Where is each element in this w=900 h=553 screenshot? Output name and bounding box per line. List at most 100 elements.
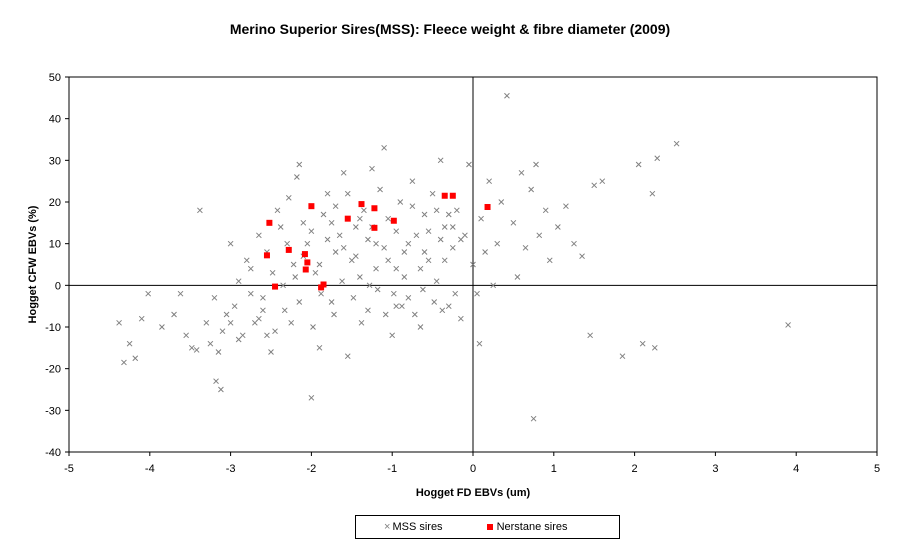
nerstane-point: [263, 252, 270, 259]
mss-point: [377, 186, 383, 193]
mss-point: [264, 332, 270, 339]
mss-point: [188, 344, 195, 351]
mss-point: [344, 353, 351, 360]
mss-point: [486, 178, 493, 185]
mss-point: [563, 203, 569, 210]
nerstane-point: [484, 204, 491, 210]
mss-point: [235, 336, 242, 343]
mss-point: [373, 240, 379, 247]
y-tick-label: 0: [55, 280, 61, 292]
x-tick-label: 5: [874, 463, 880, 475]
mss-point: [385, 215, 392, 222]
mss-point: [352, 224, 359, 230]
mss-point: [304, 240, 311, 247]
mss-point: [413, 232, 420, 239]
mss-point: [452, 290, 459, 297]
mss-point: [494, 240, 501, 247]
mss-point: [417, 324, 424, 330]
mss-point: [308, 228, 315, 235]
mss-point: [399, 303, 405, 310]
x-marker-icon: ×: [384, 521, 391, 533]
mss-point: [132, 355, 139, 362]
mss-point: [290, 261, 297, 268]
mss-point: [300, 219, 307, 226]
mss-point: [389, 332, 396, 339]
mss-point: [292, 274, 299, 280]
mss-point: [445, 211, 452, 218]
mss-point: [260, 294, 266, 301]
mss-point: [482, 249, 488, 255]
x-tick-label: 1: [551, 463, 557, 475]
nerstane-point: [302, 266, 309, 273]
mss-point: [374, 286, 381, 293]
legend: × MSS sires Nerstane sires: [355, 515, 620, 539]
mss-point: [332, 203, 339, 210]
mss-point: [215, 349, 222, 355]
mss-point: [393, 265, 400, 272]
mss-point: [382, 311, 389, 318]
nerstane-point: [371, 205, 378, 212]
mss-point: [361, 207, 367, 214]
mss-point: [411, 311, 418, 318]
mss-point: [218, 386, 224, 393]
mss-point: [332, 249, 339, 255]
mss-point: [331, 311, 337, 318]
mss-point: [339, 278, 345, 285]
mss-point: [193, 347, 200, 353]
mss-point: [466, 161, 472, 168]
mss-point: [324, 236, 331, 243]
legend-label-mss: MSS sires: [392, 521, 443, 533]
mss-point: [433, 207, 440, 214]
nerstane-point: [358, 201, 365, 208]
mss-point: [207, 340, 214, 347]
mss-point: [385, 257, 392, 264]
mss-point: [453, 207, 460, 214]
mss-point: [533, 161, 539, 168]
mss-point: [260, 307, 266, 314]
mss-point: [542, 207, 549, 214]
y-tick-label: -40: [45, 447, 61, 459]
chart-title: Merino Superior Sires(MSS): Fleece weigh…: [229, 21, 671, 37]
mss-point: [285, 194, 292, 201]
mss-point: [277, 224, 284, 230]
mss-point: [312, 269, 319, 276]
mss-point: [365, 307, 371, 314]
mss-point: [159, 324, 165, 330]
mss-point: [476, 340, 483, 347]
axes-layer: [65, 76, 878, 456]
mss-point: [510, 219, 517, 226]
mss-point: [219, 328, 226, 335]
mss-point: [308, 394, 315, 401]
mss-point: [518, 169, 525, 176]
mss-point: [340, 244, 347, 251]
nerstane-point: [285, 246, 292, 253]
x-tick-label: 0: [470, 463, 476, 475]
nerstane-point: [304, 259, 311, 266]
x-tick-label: -4: [145, 463, 155, 475]
mss-point: [449, 224, 456, 230]
mss-point: [546, 257, 553, 264]
mss-point: [344, 190, 351, 197]
mss-point: [474, 290, 480, 297]
mss-point: [498, 199, 505, 205]
mss-point: [490, 282, 497, 289]
mss-point: [357, 274, 363, 280]
mss-point: [579, 253, 585, 260]
mss-point: [328, 299, 335, 305]
mss-point: [268, 349, 274, 355]
mss-point: [280, 282, 286, 289]
mss-point: [417, 265, 424, 272]
y-tick-label: -10: [45, 322, 61, 334]
nerstane-point: [272, 283, 279, 290]
mss-point: [654, 155, 661, 162]
mss-point: [336, 232, 343, 239]
mss-point: [235, 278, 242, 285]
mss-point: [522, 244, 529, 251]
mss-point: [401, 274, 408, 280]
mss-point: [294, 174, 300, 180]
x-tick-label: -1: [387, 463, 397, 475]
mss-point: [673, 140, 680, 147]
mss-point: [401, 249, 408, 255]
mss-point: [409, 178, 416, 185]
mss-point: [243, 257, 250, 264]
